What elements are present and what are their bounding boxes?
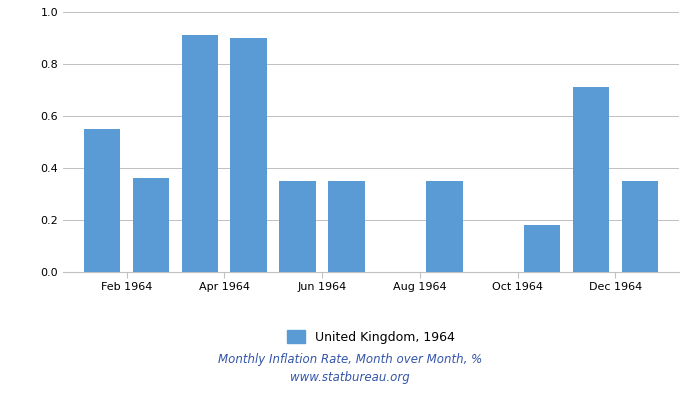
Bar: [279, 181, 316, 272]
Bar: [84, 129, 120, 272]
Text: Monthly Inflation Rate, Month over Month, %: Monthly Inflation Rate, Month over Month…: [218, 354, 482, 366]
Bar: [524, 225, 561, 272]
Bar: [622, 181, 658, 272]
Bar: [181, 35, 218, 272]
Text: www.statbureau.org: www.statbureau.org: [290, 372, 410, 384]
Bar: [426, 181, 463, 272]
Bar: [328, 181, 365, 272]
Bar: [230, 38, 267, 272]
Bar: [133, 178, 169, 272]
Bar: [573, 87, 609, 272]
Legend: United Kingdom, 1964: United Kingdom, 1964: [281, 325, 461, 349]
